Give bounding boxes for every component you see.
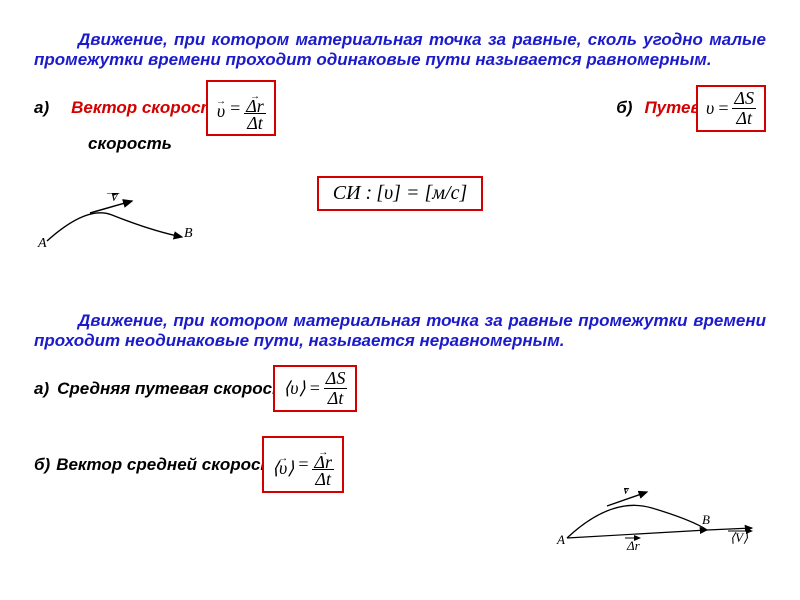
diagram2-label-avg: ⟨V⟩ [730,530,748,545]
item-b1-label: б) [616,98,632,118]
formula-avg-path-speed: ⟨υ⟩ = ΔS Δt [273,365,357,412]
diagram1-label-a: A [37,236,47,251]
formula-velocity-vector: →υ = →Δr Δt [206,80,276,136]
definition-uniform-motion: Движение, при котором материальная точка… [34,30,766,70]
diagram1-label-v: V [110,193,120,205]
diagram1-label-b: B [184,226,193,241]
diagram2-label-dr: Δr [626,538,641,553]
item-a1-name: Вектор скорости [71,98,226,118]
item-a2-name: Средняя путевая скорость [57,379,297,399]
definition-nonuniform-motion: Движение, при котором материальная точка… [34,311,766,351]
item-a2-label: а) [34,379,49,399]
diagram-trajectory-avg: A B V Δr ⟨V⟩ [552,488,762,568]
diagram2-label-b: B [702,512,710,527]
diagram2-label-a: A [556,532,565,547]
formula-path-speed: υ = ΔS Δt [696,85,766,132]
item-a1-label: а) [34,98,49,118]
item-b2-label: б) [34,455,50,475]
item-b1-name-line2: скорость [88,134,766,154]
item-b2-name: Вектор средней скорости [56,455,286,475]
formula-avg-velocity-vector: →⟨υ⟩ = →Δr Δt [262,436,344,492]
diagram2-label-v: V [622,488,632,497]
formula-si-units: СИ : [υ] = [м/с] [317,176,483,211]
diagram-trajectory-ab: A B V [32,193,202,263]
